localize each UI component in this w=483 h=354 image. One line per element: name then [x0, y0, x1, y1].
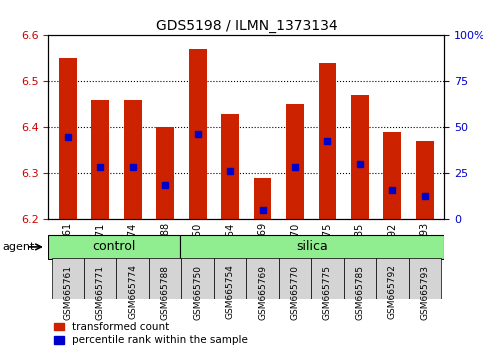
Bar: [351, 95, 369, 219]
Text: GSM665775: GSM665775: [323, 222, 332, 282]
Text: GSM665793: GSM665793: [420, 264, 429, 320]
Text: silica: silica: [297, 240, 328, 253]
Text: control: control: [93, 240, 136, 253]
FancyBboxPatch shape: [182, 258, 214, 299]
FancyBboxPatch shape: [376, 258, 409, 299]
Legend: transformed count, percentile rank within the sample: transformed count, percentile rank withi…: [54, 322, 248, 345]
Bar: [416, 141, 434, 219]
Text: GSM665771: GSM665771: [95, 222, 105, 281]
Title: GDS5198 / ILMN_1373134: GDS5198 / ILMN_1373134: [156, 19, 337, 33]
Text: GSM665754: GSM665754: [225, 222, 235, 281]
Bar: [59, 58, 77, 219]
Text: GSM665774: GSM665774: [128, 264, 137, 319]
FancyBboxPatch shape: [246, 258, 279, 299]
Bar: [156, 127, 174, 219]
FancyBboxPatch shape: [180, 235, 444, 259]
Bar: [319, 63, 337, 219]
Text: GSM665754: GSM665754: [226, 264, 235, 319]
Bar: [286, 104, 304, 219]
FancyBboxPatch shape: [409, 258, 441, 299]
Text: GSM665769: GSM665769: [257, 222, 268, 281]
FancyBboxPatch shape: [48, 235, 180, 259]
Bar: [189, 49, 207, 219]
FancyBboxPatch shape: [116, 258, 149, 299]
Text: GSM665785: GSM665785: [355, 222, 365, 281]
Text: GSM665793: GSM665793: [420, 222, 430, 281]
Text: GSM665750: GSM665750: [193, 264, 202, 320]
Text: GSM665775: GSM665775: [323, 264, 332, 320]
FancyBboxPatch shape: [52, 258, 84, 299]
Text: GSM665774: GSM665774: [128, 222, 138, 281]
Bar: [254, 178, 271, 219]
FancyBboxPatch shape: [344, 258, 376, 299]
Text: GSM665769: GSM665769: [258, 264, 267, 320]
Bar: [384, 132, 401, 219]
Bar: [91, 100, 109, 219]
Text: GSM665771: GSM665771: [96, 264, 105, 320]
Text: agent: agent: [2, 242, 35, 252]
Bar: [221, 114, 239, 219]
Text: GSM665770: GSM665770: [291, 264, 299, 320]
FancyBboxPatch shape: [311, 258, 344, 299]
Text: GSM665785: GSM665785: [355, 264, 365, 320]
Bar: [124, 100, 142, 219]
Text: GSM665788: GSM665788: [160, 222, 170, 281]
Text: GSM665770: GSM665770: [290, 222, 300, 281]
Text: GSM665750: GSM665750: [193, 222, 203, 281]
Text: GSM665792: GSM665792: [387, 222, 398, 281]
FancyBboxPatch shape: [84, 258, 116, 299]
Text: GSM665792: GSM665792: [388, 264, 397, 319]
FancyBboxPatch shape: [149, 258, 182, 299]
Text: GSM665761: GSM665761: [63, 264, 72, 320]
FancyBboxPatch shape: [279, 258, 311, 299]
Text: GSM665761: GSM665761: [63, 222, 73, 281]
FancyBboxPatch shape: [214, 258, 246, 299]
Text: GSM665788: GSM665788: [161, 264, 170, 320]
